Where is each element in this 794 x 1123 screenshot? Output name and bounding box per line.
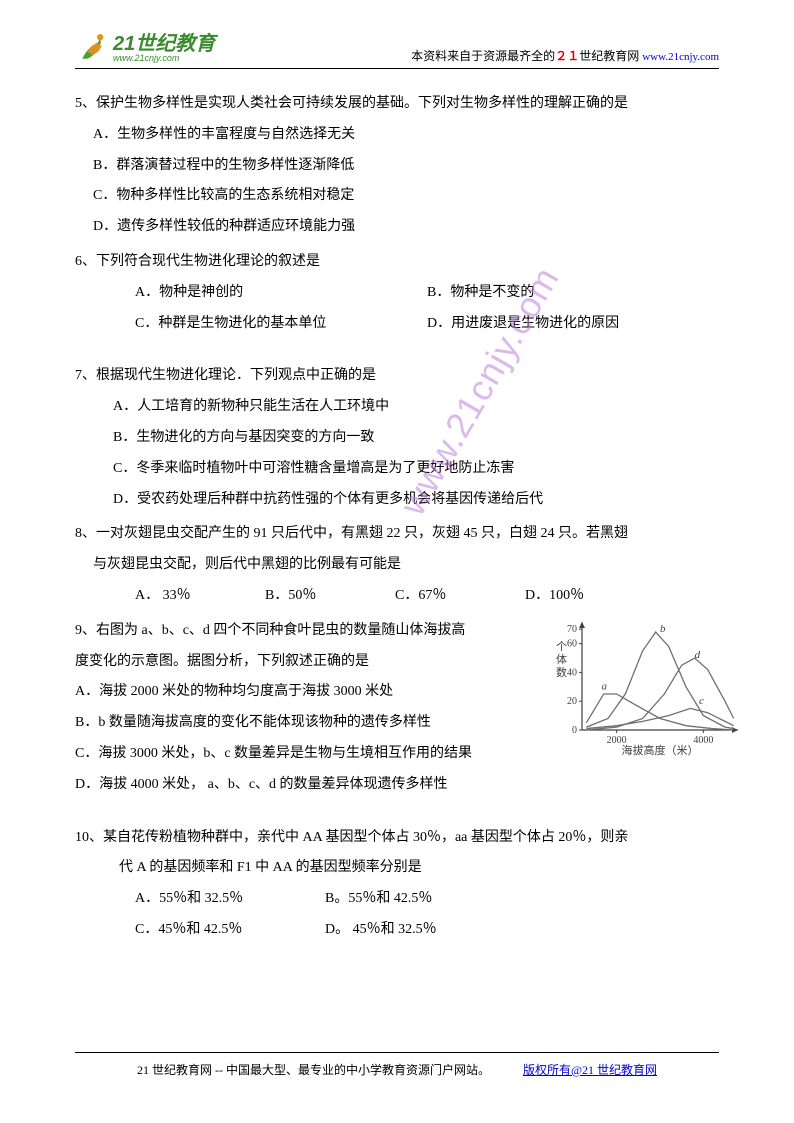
q8-opt-a: A． 33％: [135, 581, 265, 612]
svg-text:d: d: [695, 649, 701, 661]
header-url[interactable]: www.21cnjy.com: [642, 51, 719, 63]
question-8: 8、一对灰翅昆虫交配产生的 91 只后代中，有黑翅 22 只，灰翅 45 只，白…: [75, 519, 719, 611]
q9-stem1: 9、右图为 a、b、c、d 四个不同种食叶昆虫的数量随山体海拔高: [75, 616, 495, 647]
svg-text:体: 体: [556, 652, 567, 666]
q10-opt-d: D。 45％和 32.5％: [325, 915, 515, 946]
question-9: 9、右图为 a、b、c、d 四个不同种食叶昆虫的数量随山体海拔高 度变化的示意图…: [75, 616, 719, 801]
q6-opt-b: B．物种是不变的: [427, 278, 719, 309]
q9-opt-d: D．海拔 4000 米处， a、b、c、d 的数量差异体现遗传多样性: [75, 770, 719, 801]
q8-stem2: 与灰翅昆虫交配，则后代中黑翅的比例最有可能是: [75, 550, 719, 581]
svg-text:60: 60: [567, 638, 577, 649]
svg-text:海拔高度（米）: 海拔高度（米）: [622, 743, 699, 756]
q8-stem1: 8、一对灰翅昆虫交配产生的 91 只后代中，有黑翅 22 只，灰翅 45 只，白…: [75, 519, 719, 550]
question-6: 6、下列符合现代生物进化理论的叙述是 A．物种是神创的 B．物种是不变的 C．种…: [75, 247, 719, 339]
q9-stem2: 度变化的示意图。据图分析，下列叙述正确的是: [75, 647, 495, 678]
q10-opt-b: B。55％和 42.5％: [325, 884, 515, 915]
footer-copyright[interactable]: 版权所有@21 世纪教育网: [523, 1063, 657, 1077]
q10-opt-a: A．55％和 32.5％: [135, 884, 325, 915]
q5-opt-c: C．物种多样性比较高的生态系统相对稳定: [93, 181, 719, 212]
q10-stem2: 代 A 的基因频率和 F1 中 AA 的基因型频率分别是: [75, 853, 719, 884]
svg-text:70: 70: [567, 624, 577, 635]
logo-main-text: 21世纪教育: [113, 34, 215, 54]
header-tagline: 本资料来自于资源最齐全的２１世纪教育网 www.21cnjy.com: [411, 47, 719, 66]
svg-text:0: 0: [572, 725, 577, 736]
question-5: 5、保护生物多样性是实现人类社会可持续发展的基础。下列对生物多样性的理解正确的是…: [75, 89, 719, 243]
svg-text:20: 20: [567, 696, 577, 707]
q8-opt-c: C．67％: [395, 581, 525, 612]
page-header: 21世纪教育 www.21cnjy.com 本资料来自于资源最齐全的２１世纪教育…: [75, 30, 719, 69]
q5-opt-d: D．遗传多样性较低的种群适应环境能力强: [93, 212, 719, 243]
q7-opt-a: A．人工培育的新物种只能生活在人工环境中: [113, 392, 719, 423]
question-7: 7、根据现代生物进化理论．下列观点中正确的是 A．人工培育的新物种只能生活在人工…: [75, 361, 719, 515]
logo-sub-text: www.21cnjy.com: [113, 54, 215, 63]
svg-text:a: a: [602, 680, 608, 692]
q5-stem: 5、保护生物多样性是实现人类社会可持续发展的基础。下列对生物多样性的理解正确的是: [75, 89, 719, 120]
q7-opt-c: C．冬季来临时植物叶中可溶性糖含量增高是为了更好地防止冻害: [113, 454, 719, 485]
q6-opt-c: C．种群是生物进化的基本单位: [135, 309, 427, 340]
q10-stem1: 10、某自花传粉植物种群中，亲代中 AA 基因型个体占 30％，aa 基因型个体…: [75, 823, 719, 854]
svg-text:数: 数: [556, 666, 567, 679]
runner-icon: [75, 30, 111, 66]
q6-opt-d: D．用进废退是生物进化的原因: [427, 309, 719, 340]
q7-stem: 7、根据现代生物进化理论．下列观点中正确的是: [75, 361, 719, 392]
q5-opt-a: A．生物多样性的丰富程度与自然选择无关: [93, 120, 719, 151]
question-10: 10、某自花传粉植物种群中，亲代中 AA 基因型个体占 30％，aa 基因型个体…: [75, 823, 719, 946]
svg-text:个: 个: [556, 640, 567, 653]
q7-opt-d: D．受农药处理后种群中抗药性强的个体有更多机会将基因传递给后代: [113, 485, 719, 516]
q9-opt-a: A．海拔 2000 米处的物种均匀度高于海拔 3000 米处: [75, 677, 495, 708]
q10-opt-c: C．45％和 42.5％: [135, 915, 325, 946]
svg-text:b: b: [660, 623, 666, 635]
q7-opt-b: B．生物进化的方向与基因突变的方向一致: [113, 423, 719, 454]
q9-opt-b: B．b 数量随海拔高度的变化不能体现该物种的遗传多样性: [75, 708, 495, 739]
q8-opt-b: B．50％: [265, 581, 395, 612]
q9-chart: 02040607020004000个体数海拔高度（米）abcd: [544, 616, 744, 756]
content-body: 5、保护生物多样性是实现人类社会可持续发展的基础。下列对生物多样性的理解正确的是…: [75, 89, 719, 946]
q8-opt-d: D．100％: [525, 581, 655, 612]
footer-text: 21 世纪教育网 -- 中国最大型、最专业的中小学教育资源门户网站。: [137, 1063, 490, 1077]
svg-text:c: c: [699, 695, 704, 707]
q6-stem: 6、下列符合现代生物进化理论的叙述是: [75, 247, 719, 278]
q6-opt-a: A．物种是神创的: [135, 278, 427, 309]
logo: 21世纪教育 www.21cnjy.com: [75, 30, 215, 66]
page-footer: 21 世纪教育网 -- 中国最大型、最专业的中小学教育资源门户网站。 版权所有@…: [75, 1052, 719, 1078]
q5-opt-b: B．群落演替过程中的生物多样性逐渐降低: [93, 151, 719, 182]
svg-text:40: 40: [567, 667, 577, 678]
